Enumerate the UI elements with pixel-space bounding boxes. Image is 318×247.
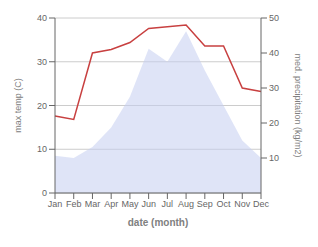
svg-text:Oct: Oct	[217, 199, 232, 209]
svg-text:0: 0	[42, 188, 47, 198]
svg-text:Feb: Feb	[66, 199, 82, 209]
svg-text:date (month): date (month)	[128, 217, 189, 228]
svg-text:Sep: Sep	[197, 199, 213, 209]
svg-text:Jul: Jul	[162, 199, 174, 209]
svg-text:30: 30	[37, 57, 47, 67]
svg-text:40: 40	[37, 13, 47, 23]
svg-text:Aug: Aug	[178, 199, 194, 209]
svg-text:Nov: Nov	[234, 199, 251, 209]
svg-text:40: 40	[269, 48, 279, 58]
svg-text:50: 50	[269, 13, 279, 23]
svg-text:Jan: Jan	[48, 199, 63, 209]
svg-text:Jun: Jun	[141, 199, 156, 209]
svg-text:Apr: Apr	[104, 199, 118, 209]
svg-text:10: 10	[37, 144, 47, 154]
svg-text:30: 30	[269, 83, 279, 93]
svg-text:Dec: Dec	[253, 199, 270, 209]
svg-text:20: 20	[37, 101, 47, 111]
svg-text:Mar: Mar	[85, 199, 101, 209]
svg-text:max temp (C): max temp (C)	[13, 78, 23, 133]
svg-text:med. precipitation (kg/m2): med. precipitation (kg/m2)	[293, 53, 303, 157]
svg-text:May: May	[121, 199, 139, 209]
svg-text:10: 10	[269, 153, 279, 163]
svg-text:20: 20	[269, 118, 279, 128]
